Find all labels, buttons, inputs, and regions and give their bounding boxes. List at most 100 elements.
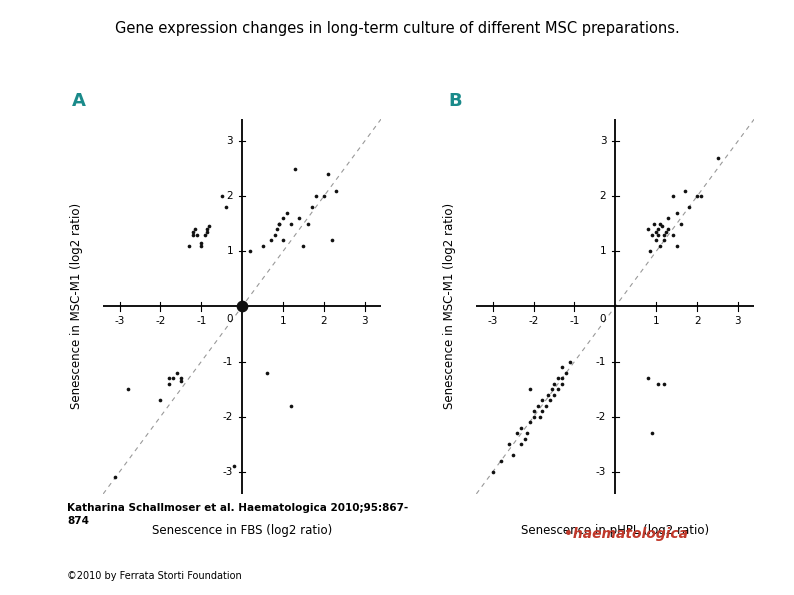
Point [175,373,187,383]
Point [503,440,515,449]
Point [305,202,318,212]
Point [276,236,289,245]
Point [652,230,665,240]
Text: 2: 2 [321,317,327,326]
Point [666,230,679,240]
Point [272,219,285,228]
Point [310,192,322,201]
Point [670,241,683,250]
Point [649,236,662,245]
Point [515,423,528,433]
Point [556,373,569,383]
Point [654,219,667,228]
Point [531,401,544,411]
Point [201,227,214,237]
Point [527,412,540,421]
Point [154,395,167,405]
Point [564,357,576,367]
Point [542,390,554,399]
Point [175,376,187,386]
Point [281,208,294,217]
Point [330,186,342,195]
Point [236,302,249,311]
Point [656,222,669,231]
Text: 3: 3 [734,317,742,326]
Point [268,230,281,240]
Point [695,192,707,201]
Point [674,219,687,228]
Point [556,379,569,389]
Point [162,373,175,383]
Point [649,227,662,237]
Point [285,401,298,411]
Text: Gene expression changes in long-term culture of different MSC preparations.: Gene expression changes in long-term cul… [114,21,680,36]
Point [183,241,195,250]
Text: Senescence in MSC-M1 (log2 ratio): Senescence in MSC-M1 (log2 ratio) [443,203,457,409]
Point [318,192,330,201]
Text: 1: 1 [226,246,233,256]
Point [199,230,212,240]
Point [162,379,175,389]
Text: -1: -1 [196,317,206,326]
Point [285,219,298,228]
Point [495,456,507,465]
Text: A: A [71,92,85,110]
Point [256,241,269,250]
Point [642,224,654,234]
Text: ©2010 by Ferrata Storti Foundation: ©2010 by Ferrata Storti Foundation [67,571,242,581]
Point [215,192,228,201]
Point [670,208,683,217]
Text: -3: -3 [596,467,607,477]
Point [289,164,302,173]
Point [683,202,696,212]
Point [548,379,561,389]
Text: 3: 3 [226,136,233,146]
Point [662,214,675,223]
Point [515,440,528,449]
Text: 1: 1 [653,317,660,326]
Point [658,236,671,245]
Point [195,238,208,248]
Point [662,224,675,234]
Point [642,373,654,383]
Point [535,395,548,405]
Point [666,192,679,201]
Point [711,153,724,162]
Point [276,214,289,223]
Point [539,401,552,411]
Point [660,227,673,237]
Text: 1: 1 [599,246,607,256]
Point [322,170,334,179]
Point [652,379,665,389]
Text: -3: -3 [488,317,498,326]
Text: -2: -2 [156,317,166,326]
Point [507,450,519,460]
Point [678,186,691,195]
Text: -1: -1 [596,356,607,367]
Point [326,236,338,245]
Text: -2: -2 [529,317,539,326]
Point [301,219,314,228]
Point [652,224,665,234]
Point [271,224,283,234]
Point [534,412,546,421]
Point [545,384,558,394]
Point [560,368,572,377]
Point [527,406,540,416]
Text: 0: 0 [226,314,233,324]
Point [203,222,216,231]
Point [293,214,306,223]
Point [297,241,310,250]
Text: 0: 0 [599,314,607,324]
Text: Senescence in pHPL (log2 ratio): Senescence in pHPL (log2 ratio) [522,524,709,537]
Point [272,219,285,228]
Point [519,434,532,443]
Point [487,467,499,477]
Point [552,384,565,394]
Text: -1: -1 [569,317,580,326]
Text: 3: 3 [361,317,368,326]
Point [654,241,667,250]
Point [511,428,523,438]
Point [523,418,536,427]
Point [171,368,183,377]
